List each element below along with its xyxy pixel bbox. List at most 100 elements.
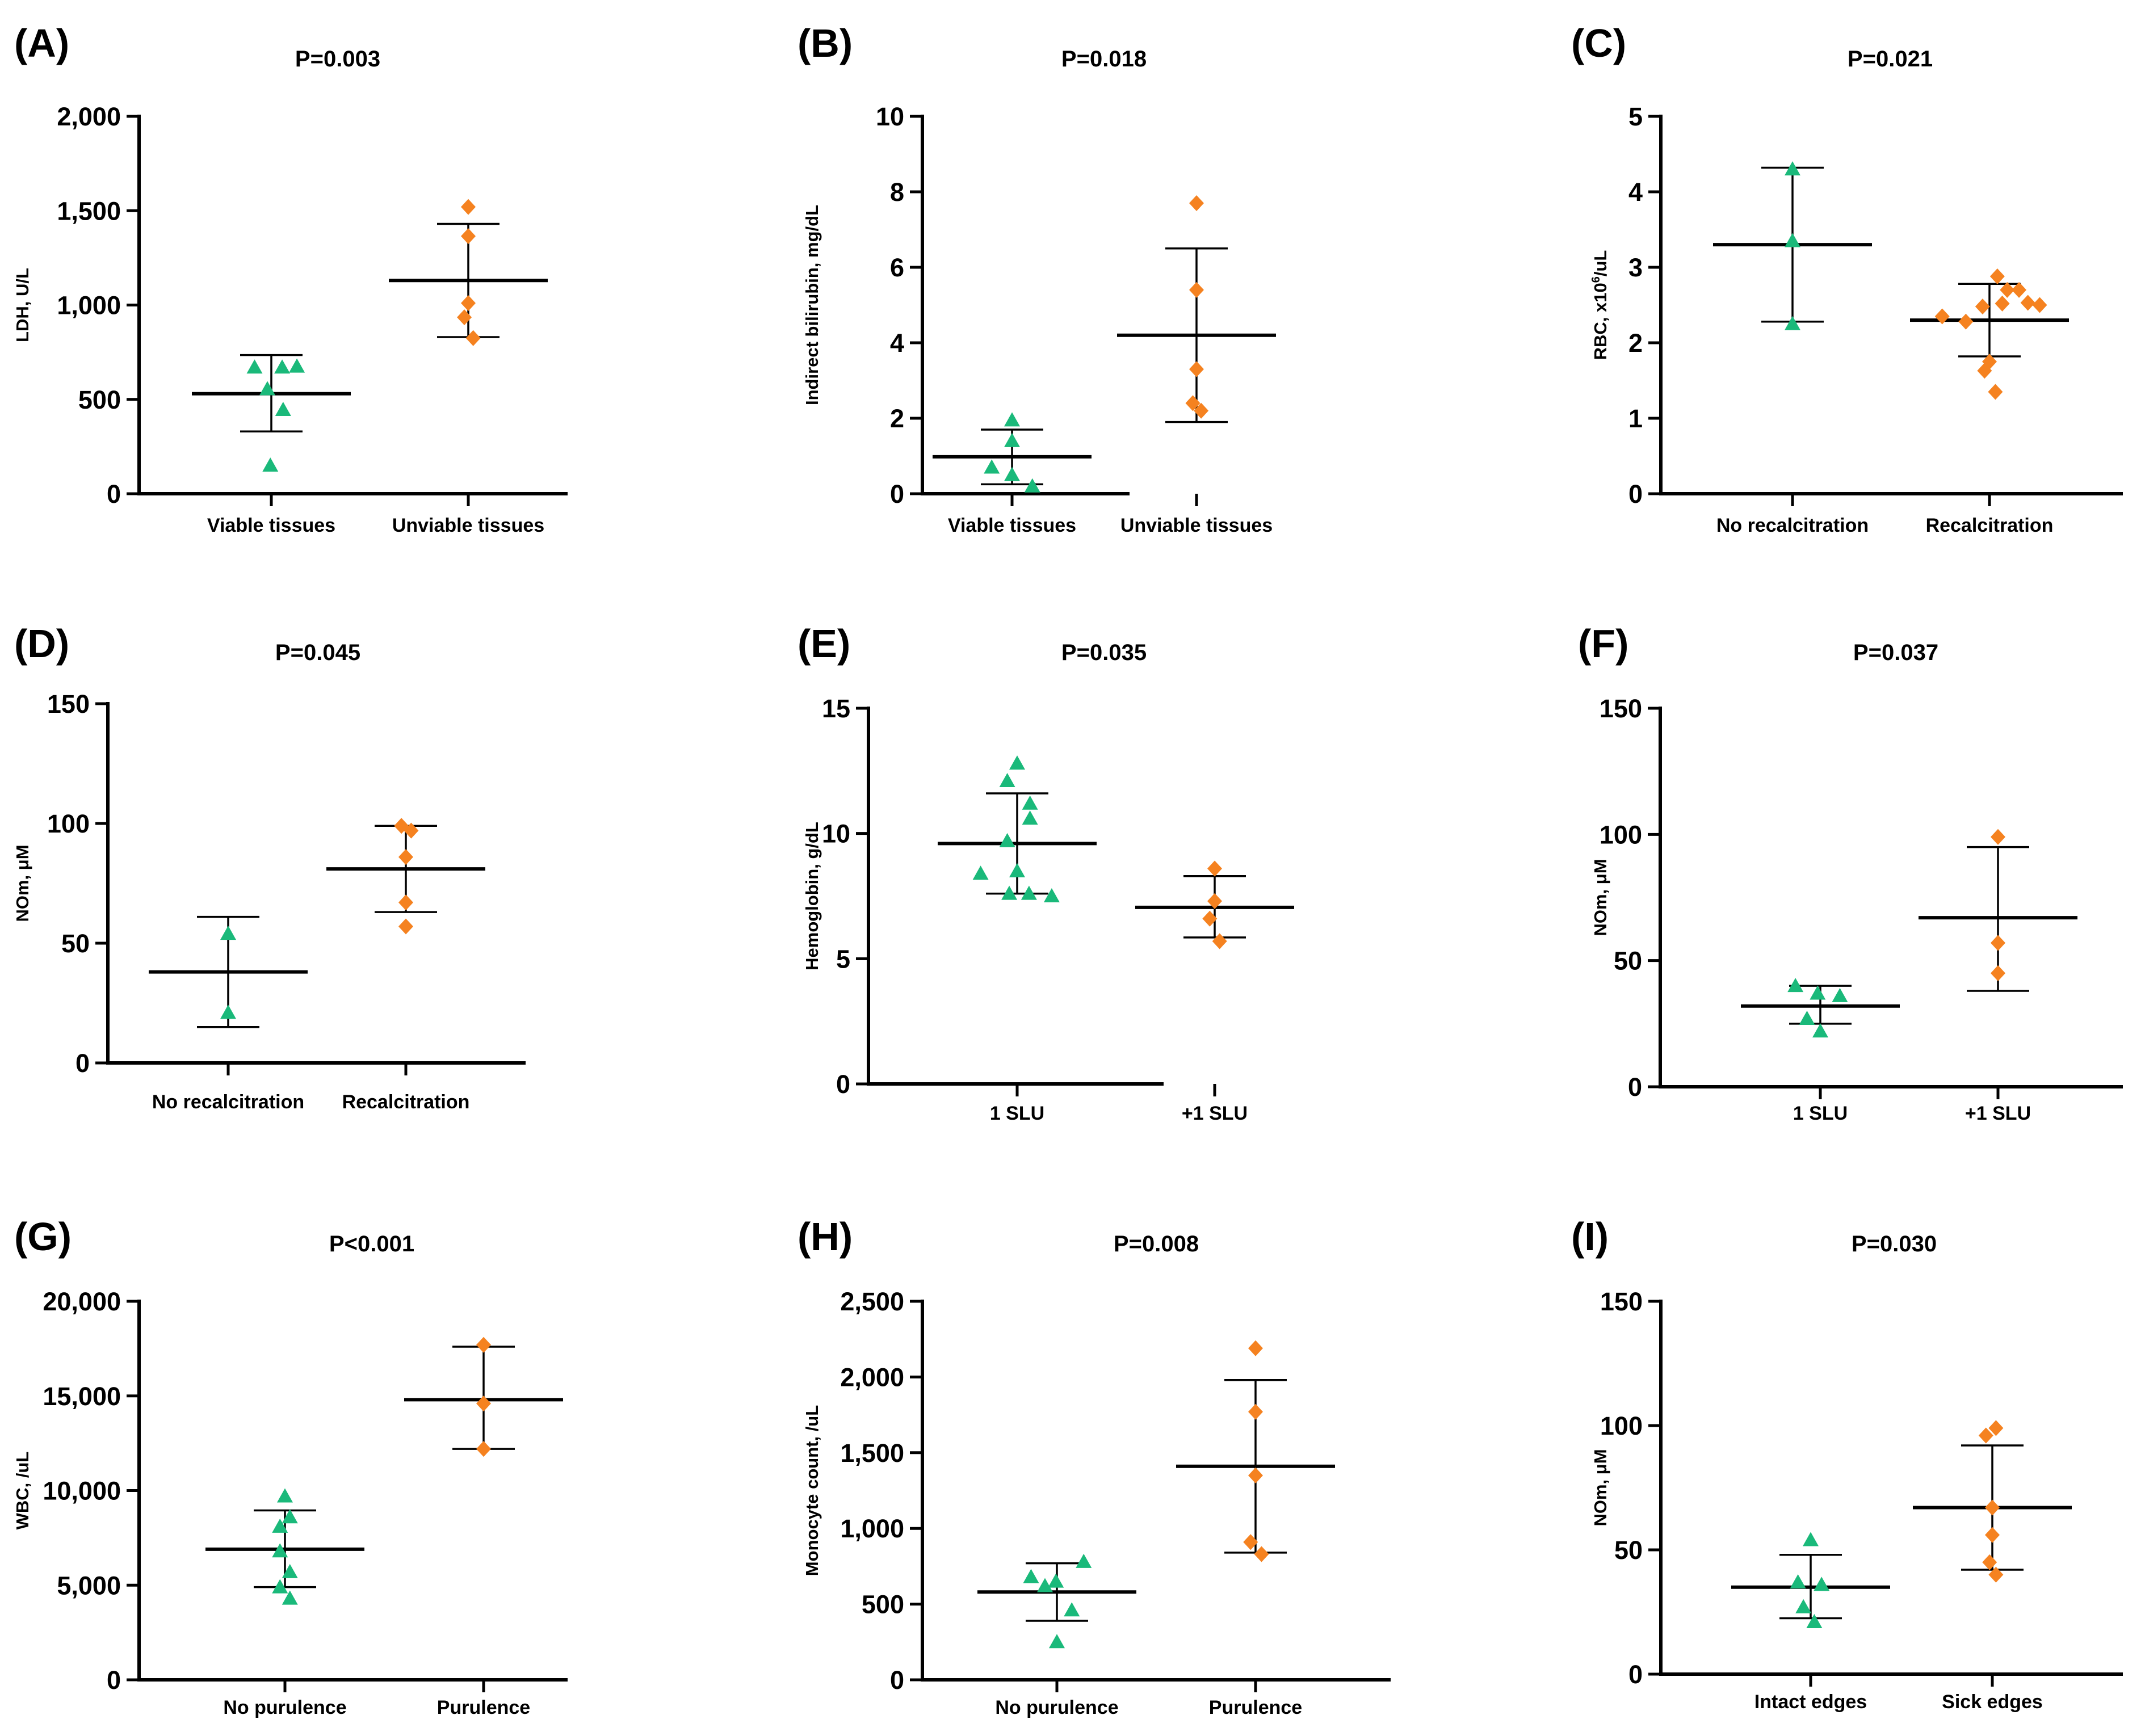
data-point-triangle <box>1004 412 1020 427</box>
x-category-label: Viable tissues <box>207 515 335 536</box>
panel-h: (H) P=0.008 0 500 1,000 1,500 2,000 2,500 No pur… <box>797 1214 1391 1718</box>
y-tick-label: 1 <box>1628 404 1643 433</box>
panel-b: (B) P=0.018 0 2 4 6 8 10 Viable tissues Unviable … <box>797 21 1276 536</box>
y-tick-label: 0 <box>1628 1073 1642 1102</box>
x-category-label: No purulence <box>995 1697 1118 1718</box>
series-no-recalcitration <box>149 915 308 1028</box>
y-tick-label: 150 <box>1600 1287 1643 1316</box>
series--1-slu <box>1919 829 2077 992</box>
y-tick-label: 2,000 <box>840 1363 904 1392</box>
panel-letter: (G) <box>14 1214 72 1259</box>
data-point-triangle <box>999 833 1015 847</box>
data-point-diamond <box>1254 1546 1269 1562</box>
y-tick-label: 1,500 <box>57 196 121 225</box>
data-point-diamond <box>1189 361 1204 377</box>
data-point-diamond <box>1977 363 1992 379</box>
x-category-label: +1 SLU <box>1182 1103 1248 1124</box>
data-point-triangle <box>272 1579 288 1594</box>
y-tick-label: 150 <box>47 690 90 718</box>
data-point-diamond <box>2000 281 2015 298</box>
y-tick-label: 0 <box>107 480 121 508</box>
p-value-title: P=0.030 <box>1852 1231 1937 1256</box>
panel-letter: (B) <box>797 21 853 65</box>
y-tick-label: 100 <box>47 809 90 838</box>
panel-a: (A) P=0.003 0 500 1,000 1,500 2,000 Viable tiss… <box>12 21 568 536</box>
data-point-triangle <box>246 359 263 374</box>
data-point-triangle <box>282 1509 298 1524</box>
y-tick-label: 100 <box>1600 1411 1643 1440</box>
p-value-title: P=0.018 <box>1061 47 1147 72</box>
y-tick-label: 10,000 <box>43 1477 121 1506</box>
data-point-triangle <box>1049 1634 1065 1649</box>
series-purulence <box>404 1336 563 1457</box>
data-point-triangle <box>289 358 305 373</box>
series-viable-tissues <box>192 354 351 472</box>
data-point-triangle <box>1806 1614 1823 1629</box>
y-tick-label: 150 <box>1600 694 1642 723</box>
x-category-label: Recalcitration <box>1926 515 2054 536</box>
data-point-triangle <box>282 1590 298 1605</box>
data-point-diamond <box>476 1395 491 1412</box>
y-tick-label: 0 <box>75 1049 90 1078</box>
data-point-diamond <box>476 1336 491 1353</box>
data-point-triangle <box>262 457 279 472</box>
data-point-diamond <box>461 295 476 312</box>
y-tick-label: 0 <box>890 480 904 508</box>
data-point-triangle <box>1022 795 1038 810</box>
x-category-label: Intact edges <box>1754 1691 1867 1713</box>
panel-c: (C) P=0.021 0 1 2 3 4 5 No recalcitration Recalci… <box>1571 21 2123 536</box>
panel-letter: (C) <box>1571 21 1626 65</box>
y-axis-label: NOm, μM <box>12 844 32 922</box>
x-category-label: Unviable tissues <box>1120 515 1273 536</box>
y-tick-label: 2,000 <box>57 102 121 131</box>
y-tick-label: 0 <box>1628 1660 1643 1689</box>
data-point-triangle <box>984 459 1000 474</box>
series-purulence <box>1176 1340 1335 1562</box>
data-point-diamond <box>465 330 481 346</box>
y-tick-label: 5,000 <box>57 1571 121 1600</box>
y-tick-label: 0 <box>1628 480 1643 508</box>
series-no-purulence <box>977 1553 1136 1649</box>
x-category-label: +1 SLU <box>1965 1103 2031 1124</box>
y-tick-label: 20,000 <box>43 1287 121 1316</box>
y-tick-label: 2 <box>1628 329 1643 358</box>
y-tick-label: 15,000 <box>43 1382 121 1411</box>
y-tick-label: 2 <box>890 404 904 433</box>
x-category-label: Purulence <box>1209 1697 1302 1718</box>
data-point-triangle <box>1785 161 1800 176</box>
data-point-diamond <box>398 849 413 865</box>
data-point-triangle <box>1799 1010 1815 1025</box>
panel-f: (F) P=0.037 0 50 100 150 1 SLU +1 SLU NOm, μM <box>1578 621 2123 1124</box>
y-tick-label: 4 <box>890 329 904 358</box>
data-point-diamond <box>1978 1427 1993 1444</box>
panel-i: (I) P=0.030 0 50 100 150 Intact edges Sick edge… <box>1571 1214 2123 1713</box>
y-axis-label: Indirect bilirubin, mg/dL <box>802 205 822 405</box>
data-point-triangle <box>1785 233 1800 247</box>
data-point-diamond <box>1202 910 1218 927</box>
y-tick-label: 0 <box>107 1666 121 1695</box>
data-point-diamond <box>1207 893 1222 909</box>
y-tick-label: 10 <box>876 102 904 131</box>
data-point-triangle <box>1023 1569 1039 1583</box>
data-point-diamond <box>1995 295 2010 312</box>
x-category-label: Unviable tissues <box>392 515 544 536</box>
data-point-triangle <box>220 926 236 940</box>
series-no-purulence <box>205 1488 364 1605</box>
panel-letter: (H) <box>797 1214 853 1259</box>
y-tick-label: 2,500 <box>840 1287 904 1316</box>
y-axis-label: RBC, x106/uL <box>1590 250 1610 360</box>
data-point-diamond <box>1207 860 1222 877</box>
data-point-diamond <box>2032 297 2047 313</box>
y-tick-label: 0 <box>890 1666 904 1695</box>
data-point-diamond <box>1934 308 1950 325</box>
data-point-diamond <box>1248 1340 1263 1356</box>
data-point-diamond <box>1975 299 1990 315</box>
p-value-title: P=0.037 <box>1853 640 1938 665</box>
data-point-diamond <box>1212 933 1227 949</box>
data-point-triangle <box>1024 478 1040 493</box>
data-point-triangle <box>999 772 1015 787</box>
data-point-triangle <box>1814 1577 1830 1591</box>
data-point-diamond <box>1991 829 2005 845</box>
data-point-triangle <box>220 1004 236 1019</box>
